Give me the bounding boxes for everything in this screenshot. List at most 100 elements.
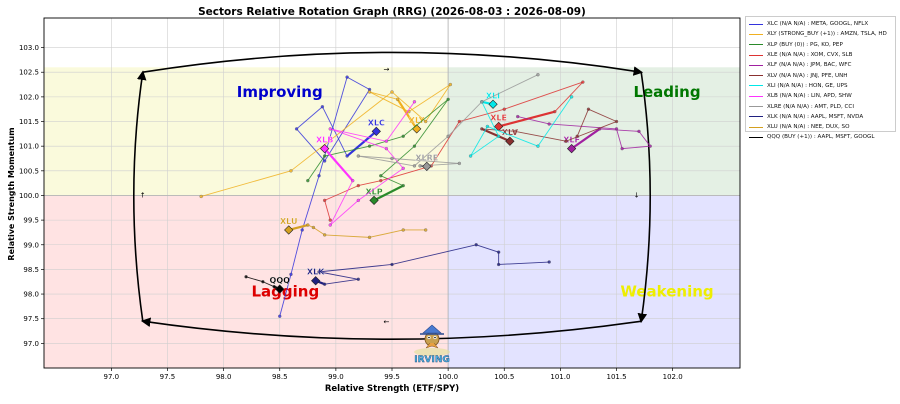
trail-point [402,167,405,170]
series-label: XLB [316,136,333,145]
trail-point [576,135,579,138]
trail-point [536,145,539,148]
trail-point [321,105,324,108]
trail-point [469,155,472,158]
y-tick-label: 97.5 [23,315,39,323]
direction-marker: ↑ [140,191,146,199]
trail-point [391,157,394,160]
series-label: XLC [368,118,385,127]
trail-point [261,280,264,283]
x-tick-label: 102.0 [663,373,683,381]
trail-point [637,130,640,133]
trail-point [245,275,248,278]
trail-point [402,228,405,231]
x-tick-label: 97.0 [104,373,120,381]
trail-point [536,73,539,76]
trail-point [323,155,326,158]
legend-label: XLC (N/A N/A) : META, GOOGL, NFLX [767,21,868,27]
trail-point [368,236,371,239]
quadrant-label-weakening: Weakening [620,283,713,301]
y-tick-label: 98.5 [23,266,39,274]
trail-point [402,184,405,187]
trail-point [570,95,573,98]
trail-point [447,98,450,101]
x-tick-label: 99.5 [384,373,400,381]
legend-swatch [749,65,763,66]
x-tick-label: 101.5 [606,373,626,381]
trail-point [486,125,489,128]
trail-point [503,108,506,111]
trail-point [449,83,452,86]
quadrant-label-lagging: Lagging [251,283,319,301]
legend-swatch [749,106,763,107]
trail-point [329,127,332,130]
legend-entry: XLV (N/A N/A) : JNJ, PFE, UNH [749,70,892,80]
quadrant-lagging [44,195,448,368]
legend-label: XLP (BUY (0)) : PG, KO, PEP [767,42,843,48]
legend-entry: XLE (N/A N/A) : XOM, CVX, SLB [749,50,892,60]
x-tick-label: 98.0 [216,373,232,381]
y-tick-label: 101.0 [19,143,39,151]
legend-entry: XLI (N/A N/A) : HON, GE, UPS [749,81,892,91]
trail-point [368,90,371,93]
x-tick-label: 101.0 [550,373,570,381]
x-tick-label: 99.0 [328,373,344,381]
legend-label: XLV (N/A N/A) : JNJ, PFE, UNH [767,73,848,79]
y-tick-label: 101.5 [19,118,39,126]
trail-point [357,199,360,202]
legend-swatch [749,55,763,56]
trail-point [323,199,326,202]
legend-swatch [749,96,763,97]
trail-point [278,315,281,318]
trail-point [497,263,500,266]
trail-point [391,263,394,266]
x-tick-label: 98.5 [272,373,288,381]
trail-point [497,135,500,138]
trail-point [413,100,416,103]
legend-swatch [749,75,763,76]
direction-marker: ← [383,318,389,326]
legend-label: XLE (N/A N/A) : XOM, CVX, SLB [767,52,853,58]
trail-point [649,145,652,148]
trail-point [424,228,427,231]
trail-point [480,127,483,130]
direction-marker: ↓ [634,191,640,199]
trail-point [548,122,551,125]
trail-point [413,164,416,167]
trail-point [273,285,276,288]
legend-entry: XLY (STRONG_BUY (+1)) : AMZN, TSLA, HD [749,29,892,39]
x-tick-label: 100.0 [438,373,458,381]
legend-swatch [749,137,763,138]
trail-point [301,228,304,231]
trail-point [351,179,354,182]
trail-point [357,184,360,187]
trail-point [391,90,394,93]
legend-entry: XLF (N/A N/A) : JPM, BAC, WFC [749,60,892,70]
trail-point [289,169,292,172]
trail-point [329,224,332,227]
legend-swatch [749,24,763,25]
trail-point [458,120,461,123]
trail-point [368,145,371,148]
trail-point [200,195,203,198]
legend-entry: XLP (BUY (0)) : PG, KO, PEP [749,40,892,50]
trail-point [447,135,450,138]
y-tick-label: 102.0 [19,93,39,101]
legend-label: XLK (N/A N/A) : AAPL, MSFT, NVDA [767,114,863,120]
trail-point [548,261,551,264]
trail-point [357,155,360,158]
trail-point [581,81,584,84]
series-label: XLE [490,113,507,122]
trail-point [587,108,590,111]
legend-label: XLI (N/A N/A) : HON, GE, UPS [767,83,848,89]
legend-swatch [749,116,763,117]
trail-point [553,110,556,113]
trail-point [323,233,326,236]
legend-label: QQQ (BUY (+1)) : AAPL, MSFT, GOOGL [767,134,874,140]
legend-entry: XLC (N/A N/A) : META, GOOGL, NFLX [749,19,892,29]
legend-label: XLB (N/A N/A) : LIN, APD, SHW [767,93,852,99]
trail-point [323,283,326,286]
direction-marker: → [383,65,389,73]
trail-point [615,127,618,130]
